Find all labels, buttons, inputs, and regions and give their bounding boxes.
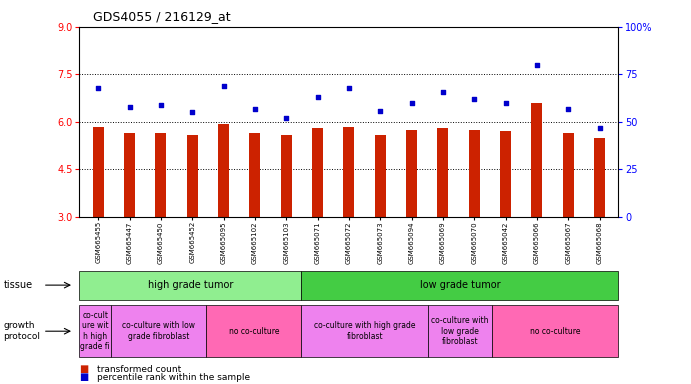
Bar bbox=[218, 124, 229, 217]
Bar bbox=[406, 131, 417, 217]
Point bbox=[437, 88, 448, 94]
Bar bbox=[437, 127, 448, 217]
Point bbox=[594, 124, 605, 131]
Bar bbox=[375, 135, 386, 217]
Bar bbox=[249, 133, 261, 217]
Point bbox=[500, 100, 511, 106]
Text: co-culture with low
grade fibroblast: co-culture with low grade fibroblast bbox=[122, 321, 196, 341]
Bar bbox=[155, 133, 167, 217]
Text: ■: ■ bbox=[79, 372, 88, 382]
Point bbox=[531, 62, 542, 68]
Text: transformed count: transformed count bbox=[97, 366, 181, 374]
Bar bbox=[187, 135, 198, 217]
Text: co-cult
ure wit
h high
grade fi: co-cult ure wit h high grade fi bbox=[80, 311, 110, 351]
Bar bbox=[468, 129, 480, 217]
Bar bbox=[500, 131, 511, 217]
Bar bbox=[281, 135, 292, 217]
Point bbox=[93, 84, 104, 91]
Point bbox=[343, 84, 354, 91]
Point bbox=[562, 106, 574, 112]
Point bbox=[281, 115, 292, 121]
Point bbox=[249, 106, 261, 112]
Point bbox=[468, 96, 480, 102]
Bar bbox=[312, 128, 323, 217]
Text: co-culture with
low grade
fibroblast: co-culture with low grade fibroblast bbox=[431, 316, 489, 346]
Text: no co-culture: no co-culture bbox=[229, 327, 279, 336]
Bar bbox=[563, 133, 574, 217]
Bar bbox=[93, 127, 104, 217]
Point bbox=[155, 102, 167, 108]
Text: high grade tumor: high grade tumor bbox=[148, 280, 233, 290]
Text: no co-culture: no co-culture bbox=[530, 327, 580, 336]
Text: percentile rank within the sample: percentile rank within the sample bbox=[97, 373, 250, 382]
Point bbox=[218, 83, 229, 89]
Text: ■: ■ bbox=[79, 364, 88, 374]
Bar bbox=[124, 133, 135, 217]
Point bbox=[124, 104, 135, 110]
Point bbox=[312, 94, 323, 100]
Text: GDS4055 / 216129_at: GDS4055 / 216129_at bbox=[93, 10, 231, 23]
Point bbox=[187, 109, 198, 116]
Point bbox=[406, 100, 417, 106]
Text: tissue: tissue bbox=[3, 280, 32, 290]
Text: co-culture with high grade
fibroblast: co-culture with high grade fibroblast bbox=[314, 321, 415, 341]
Text: low grade tumor: low grade tumor bbox=[419, 280, 500, 290]
Point bbox=[375, 108, 386, 114]
Text: growth
protocol: growth protocol bbox=[3, 321, 41, 341]
Bar bbox=[594, 138, 605, 217]
Bar bbox=[343, 127, 354, 217]
Bar bbox=[531, 103, 542, 217]
